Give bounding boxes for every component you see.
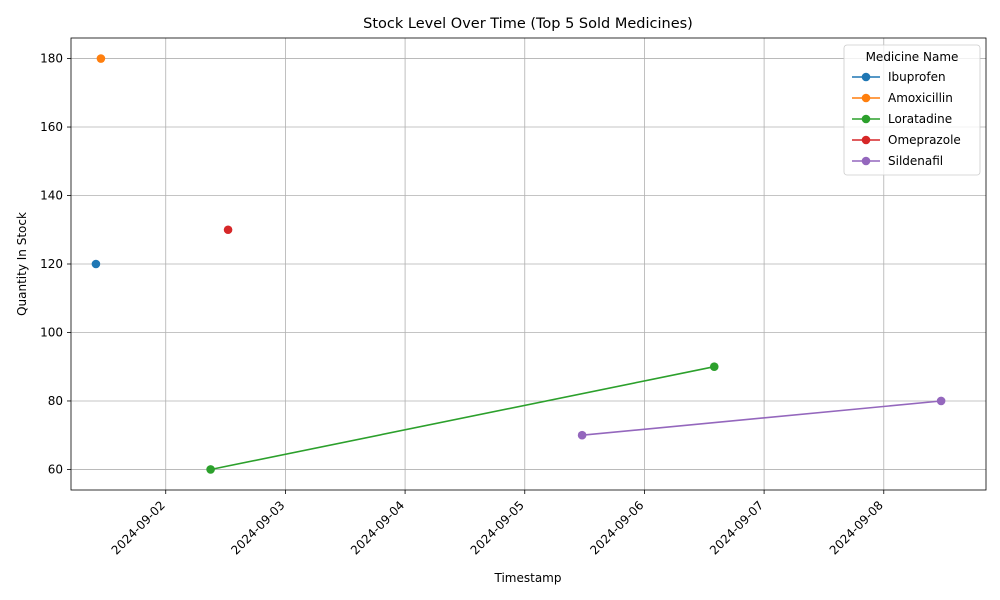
y-tick-label: 160 xyxy=(40,120,63,134)
y-tick-label: 80 xyxy=(48,394,63,408)
series-line-sildenafil xyxy=(582,400,942,436)
y-tick-label: 60 xyxy=(48,462,63,476)
data-point-ibuprofen xyxy=(91,259,101,269)
y-tick-label: 100 xyxy=(40,325,63,339)
series-points xyxy=(91,54,946,474)
x-tick-label: 2024-09-08 xyxy=(827,498,886,557)
series-line-loratadine xyxy=(210,365,715,471)
data-point-omeprazole xyxy=(223,225,233,235)
chart-title: Stock Level Over Time (Top 5 Sold Medici… xyxy=(363,16,693,32)
x-axis-label: Timestamp xyxy=(494,571,562,585)
x-tick-label: 2024-09-04 xyxy=(348,498,407,557)
legend: Medicine Name Ibuprofen Amoxicillin Lorata… xyxy=(843,44,981,176)
legend-label-sildenafil: Sildenafil xyxy=(888,154,943,168)
x-axis-ticks: 2024-09-02 2024-09-03 2024-09-04 2024-09-05… xyxy=(109,490,886,557)
legend-title: Medicine Name xyxy=(866,50,959,64)
legend-label-omeprazole: Omeprazole xyxy=(888,133,961,147)
x-tick-label: 2024-09-02 xyxy=(109,498,168,557)
legend-marker-loratadine xyxy=(861,114,871,124)
x-tick-label: 2024-09-07 xyxy=(707,498,766,557)
data-point-sildenafil xyxy=(936,396,946,406)
legend-marker-sildenafil xyxy=(861,156,871,166)
legend-marker-ibuprofen xyxy=(861,72,871,82)
data-point-loratadine xyxy=(709,362,719,372)
data-point-amoxicillin xyxy=(96,54,106,63)
y-axis-label: Quantity In Stock xyxy=(15,212,29,316)
legend-label-loratadine: Loratadine xyxy=(888,112,952,126)
y-tick-label: 180 xyxy=(40,52,63,66)
y-tick-label: 140 xyxy=(40,189,63,203)
legend-marker-omeprazole xyxy=(861,135,871,145)
y-tick-label: 120 xyxy=(40,257,63,271)
x-tick-label: 2024-09-03 xyxy=(228,498,287,557)
x-tick-label: 2024-09-06 xyxy=(587,498,646,557)
series-lines xyxy=(210,365,942,471)
data-point-sildenafil xyxy=(577,430,587,440)
legend-items: Ibuprofen Amoxicillin Loratadine Omeprazole… xyxy=(852,70,961,168)
legend-label-ibuprofen: Ibuprofen xyxy=(888,70,946,84)
y-axis-ticks: 60 80 100 120 140 160 180 xyxy=(40,52,71,476)
legend-label-amoxicillin: Amoxicillin xyxy=(888,91,953,105)
grid-lines xyxy=(71,38,986,490)
legend-marker-amoxicillin xyxy=(861,93,871,103)
x-tick-label: 2024-09-05 xyxy=(468,498,527,557)
data-point-loratadine xyxy=(206,465,215,474)
